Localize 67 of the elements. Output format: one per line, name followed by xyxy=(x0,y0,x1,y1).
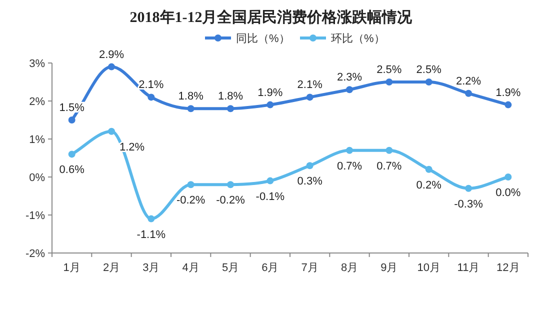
point xyxy=(227,105,234,112)
point xyxy=(504,174,512,180)
data-label: 0.3% xyxy=(297,176,323,188)
y-tick-label: 0% xyxy=(29,172,46,184)
y-tick-label: 2% xyxy=(29,96,46,108)
x-tick-label: 2月 xyxy=(102,262,120,274)
point xyxy=(346,146,353,154)
data-label: 0.0% xyxy=(496,187,521,199)
x-tick-label: 8月 xyxy=(340,262,358,274)
point xyxy=(68,150,76,158)
y-tick-label: 3% xyxy=(29,58,46,70)
x-tick-label: 6月 xyxy=(262,262,279,274)
x-tick-label: 11月 xyxy=(457,262,480,274)
point xyxy=(187,181,194,188)
x-tick-label: 10月 xyxy=(417,262,440,274)
point xyxy=(306,94,314,101)
x-tick-label: 5月 xyxy=(222,262,240,274)
legend-label: 环比（%） xyxy=(331,32,385,45)
data-label: 1.9% xyxy=(258,86,283,99)
x-tick-label: 4月 xyxy=(182,262,200,274)
data-label: -0.2% xyxy=(176,194,206,207)
point xyxy=(504,101,512,108)
y-tick-label: -1% xyxy=(25,210,46,222)
data-label: 2.9% xyxy=(98,48,124,61)
data-label: -1.1% xyxy=(136,228,166,241)
data-label: -0.2% xyxy=(216,194,246,207)
data-label: -0.1% xyxy=(256,190,285,203)
point xyxy=(108,63,115,70)
point xyxy=(266,177,274,184)
point xyxy=(148,94,155,101)
legend-label: 同比（%） xyxy=(236,32,290,45)
data-label: 2.5% xyxy=(376,64,402,76)
data-label: 2.1% xyxy=(297,79,323,92)
x-tick-label: 7月 xyxy=(301,262,318,274)
y-tick-label: 1% xyxy=(29,134,46,146)
data-label: 1.9% xyxy=(496,86,521,99)
point xyxy=(465,184,472,192)
point xyxy=(108,128,115,135)
data-label: 0.2% xyxy=(416,179,442,192)
x-tick-label: 12月 xyxy=(496,262,520,274)
data-label: 0.7% xyxy=(336,160,362,172)
x-tick-label: 1月 xyxy=(63,262,80,274)
point xyxy=(386,146,393,154)
data-label: 2.3% xyxy=(336,72,362,84)
data-label: 2.1% xyxy=(138,79,164,92)
point xyxy=(425,166,432,173)
point xyxy=(386,78,393,86)
data-label: 0.6% xyxy=(59,164,85,176)
data-label: 0.7% xyxy=(376,160,402,172)
data-label: 2.2% xyxy=(456,75,482,88)
chart-title: 2018年1-12月全国居民消费价格涨跌幅情况 xyxy=(130,9,414,26)
point xyxy=(227,181,234,188)
point xyxy=(465,90,472,97)
point xyxy=(425,78,432,86)
x-tick-label: 3月 xyxy=(142,262,160,274)
data-label: 1.8% xyxy=(178,90,204,103)
data-label: 2.5% xyxy=(416,64,442,76)
x-tick-label: 9月 xyxy=(380,262,398,274)
point xyxy=(306,162,314,170)
point xyxy=(148,215,155,222)
data-label: -0.3% xyxy=(454,198,484,210)
point xyxy=(266,101,274,108)
y-tick-label: -2% xyxy=(25,248,46,260)
point xyxy=(68,116,76,124)
data-label: 1.8% xyxy=(218,90,244,103)
point xyxy=(187,105,194,112)
point xyxy=(346,86,353,94)
